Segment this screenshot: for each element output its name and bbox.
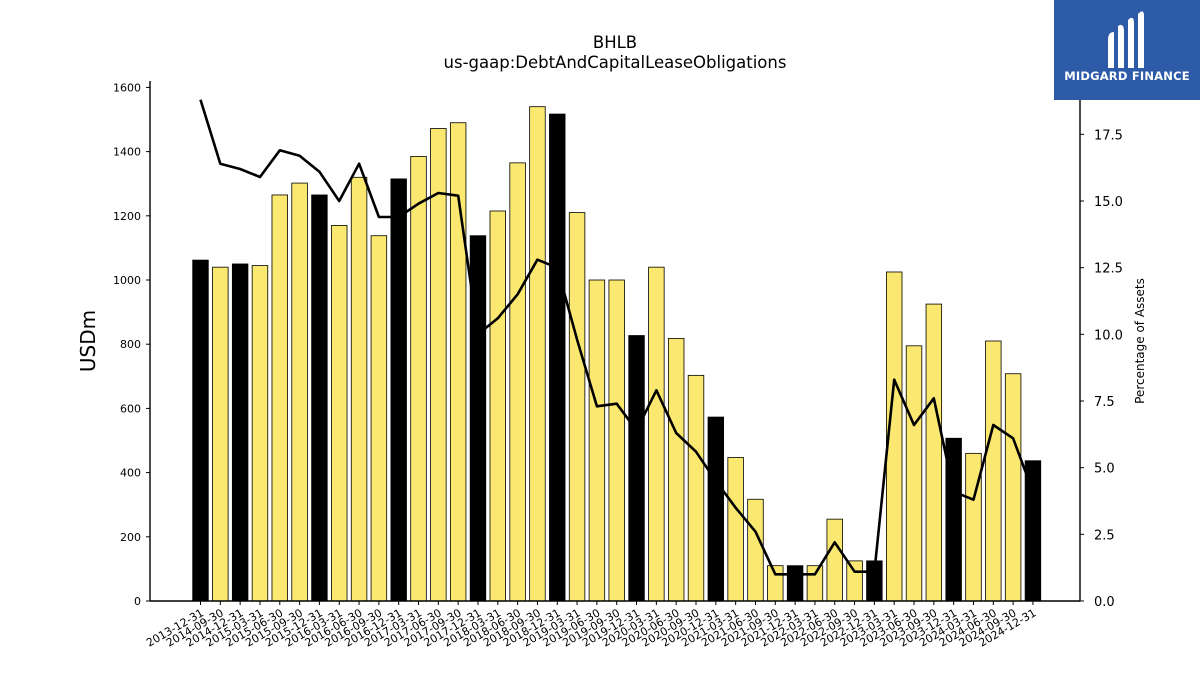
bar <box>628 335 645 602</box>
bar <box>390 178 407 602</box>
y-tick-label: 1000 <box>113 274 141 287</box>
y-axis-label: USDm <box>76 310 100 372</box>
bar <box>271 194 288 602</box>
bar <box>687 374 705 602</box>
y2-axis-label: Percentage of Assets <box>1133 278 1147 404</box>
y-tick-label: 1200 <box>113 210 141 223</box>
bar <box>489 210 507 602</box>
bar <box>648 266 665 602</box>
midgard-logo-icon <box>1108 11 1144 68</box>
bar <box>985 340 1002 602</box>
y2-tick-label: 17.5 <box>1094 128 1123 143</box>
line-series <box>199 99 1035 576</box>
bar <box>291 182 308 602</box>
bar <box>667 338 685 602</box>
percentage-line <box>199 99 1035 576</box>
y-tick-label: 400 <box>120 467 141 480</box>
bar <box>846 560 863 602</box>
bar <box>727 457 744 602</box>
logo-text: MIDGARD FINANCE <box>1064 69 1190 83</box>
bar <box>588 279 606 602</box>
y-tick-label: 800 <box>120 338 141 351</box>
bar <box>410 156 427 602</box>
bar <box>311 194 328 602</box>
bar <box>331 225 348 602</box>
y2-tick-label: 5.0 <box>1094 462 1115 477</box>
y2-tick-label: 10.0 <box>1094 328 1123 343</box>
y-tick-label: 600 <box>120 402 141 415</box>
bar <box>212 266 229 602</box>
bar <box>509 162 526 602</box>
bar <box>905 345 923 602</box>
bar <box>1024 460 1042 602</box>
bar <box>786 565 804 602</box>
bar <box>231 263 249 602</box>
chart-subtitle: us-gaap:DebtAndCapitalLeaseObligations <box>444 53 787 72</box>
axes: 0 200 400 600 800 1000 1200 1400 1600 0.0 2.5 5.0 7.… <box>113 81 1123 650</box>
y2-tick-label: 12.5 <box>1094 262 1123 277</box>
brand-logo: MIDGARD FINANCE <box>1054 0 1200 100</box>
bar <box>608 279 625 602</box>
bar <box>549 113 566 602</box>
y-tick-label: 1600 <box>113 81 141 94</box>
bar <box>568 212 586 602</box>
y-tick-label: 1400 <box>113 146 141 159</box>
y2-tick-label: 2.5 <box>1094 528 1115 543</box>
bar <box>707 416 725 602</box>
y2-tick-label: 7.5 <box>1094 395 1115 410</box>
bar <box>806 565 824 602</box>
bar-series <box>192 106 1042 602</box>
bar <box>370 235 388 602</box>
bar <box>192 259 209 602</box>
bar <box>529 106 546 602</box>
y2-tick-label: 15.0 <box>1094 195 1123 210</box>
y2-tick-label: 0.0 <box>1094 595 1115 610</box>
bar <box>350 176 368 602</box>
y-tick-label: 0 <box>134 595 141 608</box>
bar <box>1004 373 1022 602</box>
y-tick-label: 200 <box>120 531 141 544</box>
bar <box>747 498 764 602</box>
bar <box>251 265 269 602</box>
bar <box>826 518 843 602</box>
bar <box>767 565 784 602</box>
bar <box>430 128 447 602</box>
bar <box>925 303 943 602</box>
chart-title: BHLB <box>593 33 637 52</box>
